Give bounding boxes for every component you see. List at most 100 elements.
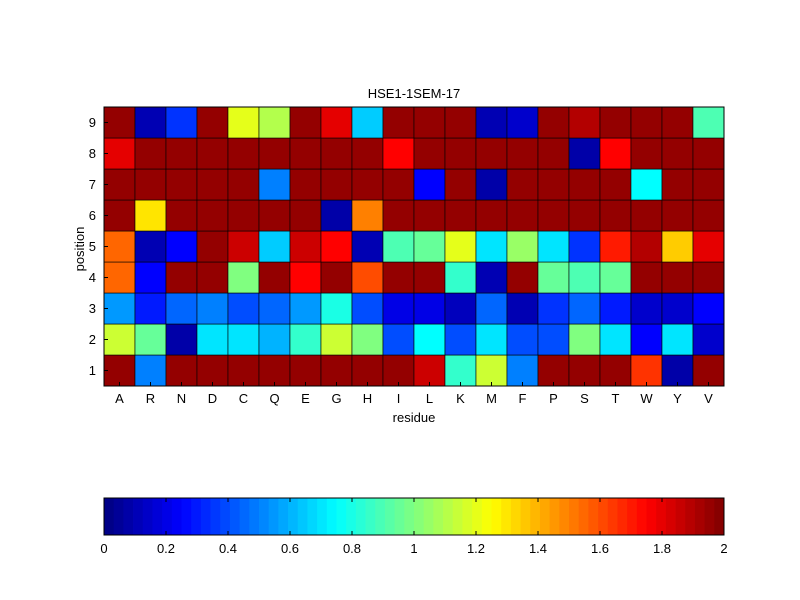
- heatmap-cell: [320, 230, 353, 263]
- heatmap-cell: [413, 261, 446, 294]
- heatmap-cell: [103, 106, 136, 139]
- heatmap-cell: [134, 106, 167, 139]
- heatmap-cell: [196, 261, 229, 294]
- heatmap-cell: [320, 292, 353, 325]
- colorbar-swatch: [200, 498, 211, 535]
- heatmap-cell: [413, 106, 446, 139]
- heatmap-cell: [630, 230, 663, 263]
- colorbar-swatch: [443, 498, 454, 535]
- heatmap-cell: [196, 230, 229, 263]
- heatmap-cell: [196, 292, 229, 325]
- x-tick-label: I: [397, 391, 401, 406]
- heatmap-cell: [134, 323, 167, 356]
- heatmap-cell: [568, 230, 601, 263]
- heatmap-cell: [227, 292, 260, 325]
- colorbar-swatch: [530, 498, 541, 535]
- colorbar-swatch: [162, 498, 173, 535]
- heatmap-cell: [258, 292, 291, 325]
- x-tick-label: C: [239, 391, 248, 406]
- heatmap-cell: [165, 230, 198, 263]
- colorbar-swatch: [181, 498, 192, 535]
- heatmap-cell: [289, 106, 322, 139]
- heatmap-cell: [413, 168, 446, 201]
- y-tick-label: 6: [89, 208, 96, 223]
- heatmap-cell: [537, 292, 570, 325]
- colorbar-swatch: [336, 498, 347, 535]
- x-tick-label: W: [640, 391, 653, 406]
- colorbar-swatch: [414, 498, 425, 535]
- heatmap-cell: [382, 137, 415, 170]
- heatmap-cell: [196, 137, 229, 170]
- colorbar-swatch: [656, 498, 667, 535]
- heatmap-cell: [537, 106, 570, 139]
- y-tick-label: 4: [89, 270, 96, 285]
- heatmap-cell: [413, 199, 446, 232]
- colorbar-tick-label: 0.4: [219, 541, 237, 556]
- heatmap-cell: [599, 106, 632, 139]
- heatmap-cell: [351, 106, 384, 139]
- heatmap-plot: A R N D C Q E G H I L K M F P S T W Y V 1 2 3 4 5 6 7 8 9: [89, 106, 725, 406]
- colorbar-swatch: [133, 498, 144, 535]
- colorbar-swatch: [210, 498, 221, 535]
- heatmap-cell: [165, 354, 198, 387]
- x-tick-label: R: [146, 391, 155, 406]
- heatmap-cell: [258, 199, 291, 232]
- heatmap-cell: [475, 292, 508, 325]
- colorbar-swatch: [472, 498, 483, 535]
- heatmap-cell: [413, 292, 446, 325]
- heatmap-cell: [196, 199, 229, 232]
- heatmap-cell: [599, 261, 632, 294]
- heatmap-cell: [134, 168, 167, 201]
- colorbar-swatch: [569, 498, 580, 535]
- heatmap-cell: [568, 261, 601, 294]
- y-tick-label: 5: [89, 239, 96, 254]
- x-tick-label: F: [519, 391, 527, 406]
- heatmap-cell: [227, 354, 260, 387]
- colorbar-tick-label: 1.4: [529, 541, 547, 556]
- colorbar-swatch: [123, 498, 134, 535]
- heatmap-cell: [692, 292, 725, 325]
- heatmap-cell: [103, 199, 136, 232]
- heatmap-cell: [692, 323, 725, 356]
- colorbar-swatch: [559, 498, 570, 535]
- heatmap-cell: [568, 106, 601, 139]
- x-tick-label: L: [426, 391, 433, 406]
- y-tick-label: 2: [89, 332, 96, 347]
- x-tick-label: M: [486, 391, 497, 406]
- colorbar-swatch: [288, 498, 299, 535]
- heatmap-cell: [692, 354, 725, 387]
- heatmap-cell: [630, 199, 663, 232]
- heatmap-cell: [475, 199, 508, 232]
- heatmap-cell: [103, 261, 136, 294]
- heatmap-cell: [196, 323, 229, 356]
- y-tick-label: 8: [89, 146, 96, 161]
- heatmap-cell: [134, 354, 167, 387]
- heatmap-cell: [134, 199, 167, 232]
- colorbar-swatch: [268, 498, 279, 535]
- colorbar-swatch: [520, 498, 531, 535]
- heatmap-cell: [320, 137, 353, 170]
- x-tick-label: H: [363, 391, 372, 406]
- colorbar-tick-label: 0.6: [281, 541, 299, 556]
- heatmap-cell: [165, 168, 198, 201]
- heatmap-cell: [599, 168, 632, 201]
- x-tick-label: G: [331, 391, 341, 406]
- colorbar-swatch: [539, 498, 551, 535]
- heatmap-cell: [351, 261, 384, 294]
- heatmap-cell: [289, 323, 322, 356]
- heatmap-cell: [630, 106, 663, 139]
- heatmap-cell: [661, 168, 694, 201]
- heatmap-cell: [475, 106, 508, 139]
- colorbar-swatch: [220, 498, 231, 535]
- heatmap-cell: [568, 323, 601, 356]
- heatmap-cell: [661, 106, 694, 139]
- x-tick-label: E: [301, 391, 310, 406]
- heatmap-cell: [599, 137, 632, 170]
- colorbar-swatch: [646, 498, 657, 535]
- colorbar-swatch: [297, 498, 308, 535]
- heatmap-cell: [320, 199, 353, 232]
- colorbar-swatch: [675, 498, 686, 535]
- heatmap-cell: [537, 137, 570, 170]
- heatmap-cell: [444, 168, 477, 201]
